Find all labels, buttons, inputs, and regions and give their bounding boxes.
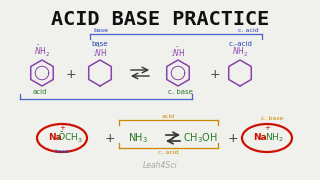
Text: c. acid: c. acid xyxy=(158,150,178,155)
Text: +: + xyxy=(228,132,238,145)
Text: $\ddot{N}$H$_2$: $\ddot{N}$H$_2$ xyxy=(34,44,50,59)
Text: :$\ddot{N}$H: :$\ddot{N}$H xyxy=(170,45,186,59)
Text: acid: acid xyxy=(161,114,175,119)
Text: +: + xyxy=(210,68,220,80)
Text: +: + xyxy=(59,125,65,131)
Text: c. acid: c. acid xyxy=(228,41,252,47)
Text: base: base xyxy=(54,149,69,154)
Text: +: + xyxy=(66,68,76,80)
Text: NH$_3$: NH$_3$ xyxy=(128,131,148,145)
Text: CH$_3$OH: CH$_3$OH xyxy=(182,131,218,145)
Text: c. base: c. base xyxy=(168,89,192,95)
Text: +: + xyxy=(105,132,115,145)
Text: $\ddot{N}$H$_2$: $\ddot{N}$H$_2$ xyxy=(232,44,248,59)
Text: c. acid: c. acid xyxy=(238,28,259,33)
Text: NH$_2$: NH$_2$ xyxy=(265,132,283,144)
Text: base: base xyxy=(92,41,108,47)
Text: $\bar{O}$CH$_3$: $\bar{O}$CH$_3$ xyxy=(57,131,83,145)
Text: acid: acid xyxy=(33,89,47,95)
Text: Na: Na xyxy=(48,134,62,143)
Text: ACID BASE PRACTICE: ACID BASE PRACTICE xyxy=(51,10,269,29)
Text: Leah4Sci: Leah4Sci xyxy=(143,161,177,170)
Text: +: + xyxy=(264,125,270,131)
Text: Na: Na xyxy=(253,134,267,143)
Text: :$\ddot{N}$H: :$\ddot{N}$H xyxy=(92,45,108,59)
Text: base: base xyxy=(93,28,108,33)
Text: c. base: c. base xyxy=(261,116,283,121)
